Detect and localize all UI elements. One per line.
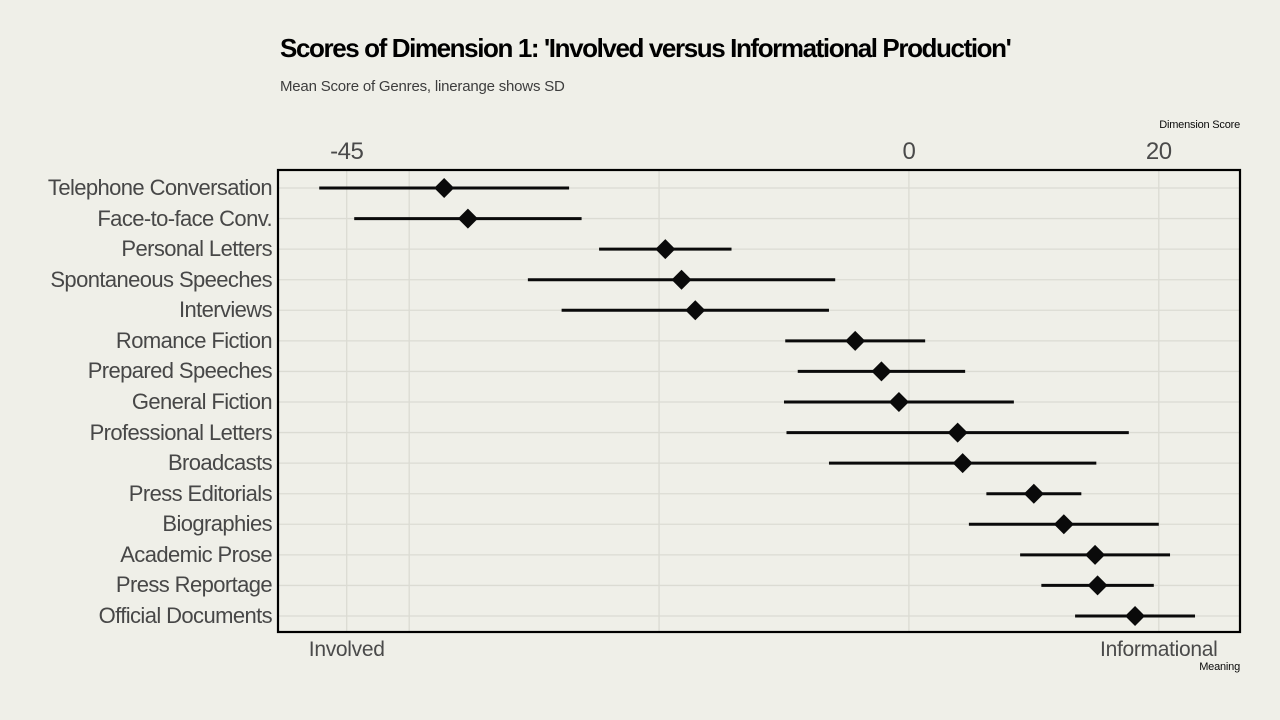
mean-diamond-marker [457, 208, 478, 229]
y-axis-label: Professional Letters [89, 419, 273, 445]
x-tick-label-top: 20 [1145, 138, 1172, 165]
mean-diamond-marker [655, 239, 676, 260]
y-axis-label: Press Editorials [128, 480, 273, 506]
panel-border [276, 168, 1242, 634]
x-tick-label-bottom: Involved [308, 638, 385, 661]
mean-diamond-marker [952, 453, 973, 474]
mean-diamond-marker [888, 392, 909, 412]
x-tick-label-top: 0 [902, 138, 916, 165]
mean-diamond-marker [947, 422, 968, 443]
y-axis-label: Face-to-face Conv. [97, 205, 272, 231]
y-axis-label: Official Documents [98, 603, 273, 628]
mean-diamond-marker [1023, 483, 1044, 504]
y-axis-label: General Fiction [131, 389, 273, 414]
y-axis-label: Prepared Speeches [87, 358, 273, 384]
mean-diamond-marker [871, 361, 892, 382]
y-axis-label: Romance Fiction [115, 327, 273, 353]
mean-diamond-marker [1087, 575, 1108, 596]
y-axis-label: Press Reportage [115, 572, 273, 598]
x-tick-label-top: -45 [330, 138, 364, 165]
y-axis-label: Spontaneous Speeches [50, 266, 272, 292]
chart-subtitle: Mean Score of Genres, linerange shows SD [280, 78, 565, 95]
mean-diamond-marker [434, 178, 455, 198]
y-axis-label: Telephone Conversation [47, 175, 273, 200]
y-axis-label: Biographies [162, 511, 272, 537]
chart-title: Scores of Dimension 1: 'Involved versus … [280, 33, 1012, 63]
y-axis-label: Personal Letters [121, 236, 272, 262]
y-axis-label: Interviews [178, 297, 273, 323]
mean-diamond-marker [1053, 514, 1074, 535]
y-axis-label: Academic Prose [120, 541, 272, 567]
mean-diamond-marker [1125, 606, 1146, 626]
mean-diamond-marker [1085, 544, 1106, 565]
x-axis-title-bottom: Meaning [1199, 661, 1240, 673]
mean-diamond-marker [845, 330, 866, 351]
mean-diamond-marker [671, 269, 692, 290]
y-axis-label: Broadcasts [167, 450, 273, 476]
x-axis-title-top: Dimension Score [1159, 119, 1240, 131]
x-tick-label-bottom: Informational [1100, 638, 1218, 661]
mean-diamond-marker [685, 300, 706, 321]
